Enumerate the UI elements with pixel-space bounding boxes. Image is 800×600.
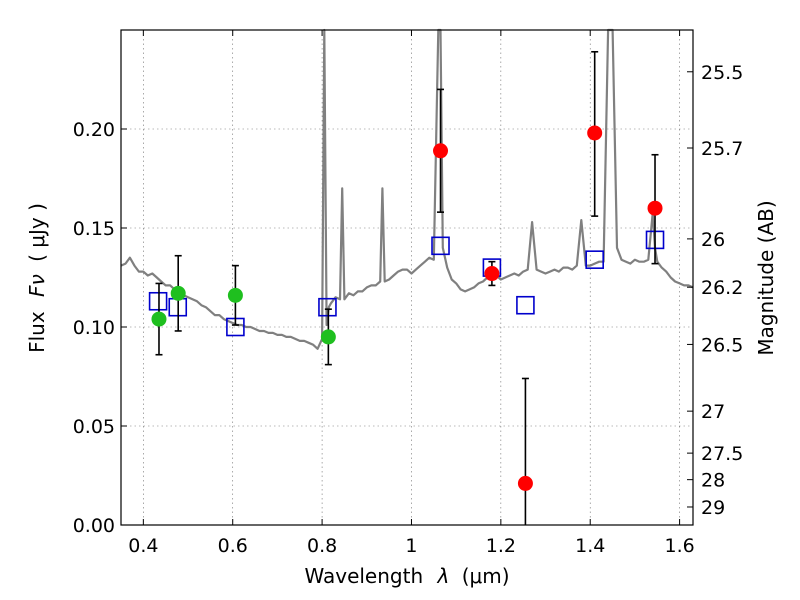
x-axis-label-symbol: λ [437, 564, 450, 588]
y-axis-label-symbol: Fν [25, 274, 49, 297]
model-square [318, 297, 337, 317]
x-axis-label: Wavelength λ (μm) [304, 564, 509, 588]
x-axis-label-text: Wavelength [304, 564, 423, 588]
plot-frame [120, 29, 694, 526]
red-point [433, 143, 449, 159]
right-tick-label: 27 [701, 401, 725, 423]
y-tick-label: 0.00 [73, 515, 115, 537]
y-tick-label: 0.15 [73, 218, 115, 240]
red-point [587, 125, 603, 141]
y-tick-label: 0.10 [73, 317, 115, 339]
x-tick-label: 1.2 [486, 535, 516, 557]
green-point [320, 329, 336, 345]
right-tick-label: 26.5 [701, 334, 743, 356]
y-tick-label: 0.05 [73, 416, 115, 438]
errorbars-layer [155, 50, 659, 525]
plot-background [121, 30, 693, 525]
x-tick-label: 1 [405, 535, 417, 557]
red-point [517, 475, 533, 491]
y-axis-label: Flux Fν ( μJy ) [25, 203, 49, 353]
model-square [585, 250, 604, 269]
green-point [170, 285, 186, 301]
right-tick-label: 28 [701, 470, 725, 492]
x-tick-label: 1.4 [575, 535, 605, 557]
x-tick-label: 0.8 [307, 535, 337, 557]
red-point [647, 200, 663, 216]
y-axis-label-text: Flux [25, 311, 49, 353]
x-tick-label: 0.6 [218, 535, 248, 557]
photometry-points-layer [151, 125, 663, 491]
right-tick-label: 29 [701, 497, 725, 519]
x-tick-label: 1.6 [664, 535, 694, 557]
axis-ticks: 0.4 0.6 0.8 1 1.2 1.4 1.6 0.00 0.05 0.10 0.15 0.20 2… [73, 30, 743, 557]
grid-lines [121, 30, 693, 525]
model-square [431, 236, 450, 256]
right-tick-label: 25.7 [701, 138, 743, 160]
spectrum-layer [120, 28, 694, 350]
x-tick-label: 0.4 [128, 535, 158, 557]
right-tick-label: 27.5 [701, 443, 743, 465]
right-tick-label: 25.5 [701, 62, 743, 84]
right-tick-label: 26 [701, 229, 725, 251]
green-point [227, 287, 243, 303]
model-square [516, 295, 535, 315]
green-point [151, 311, 167, 327]
y-axis-label-unit: ( μJy ) [25, 203, 49, 262]
red-point [484, 266, 500, 282]
right-axis-label: Magnitude (AB) [754, 200, 778, 355]
model-square [148, 291, 168, 311]
model-spectrum-line [120, 28, 694, 350]
x-axis-label-unit: (μm) [462, 564, 510, 588]
y-tick-label: 0.20 [73, 119, 115, 141]
right-tick-label: 26.2 [701, 277, 743, 299]
